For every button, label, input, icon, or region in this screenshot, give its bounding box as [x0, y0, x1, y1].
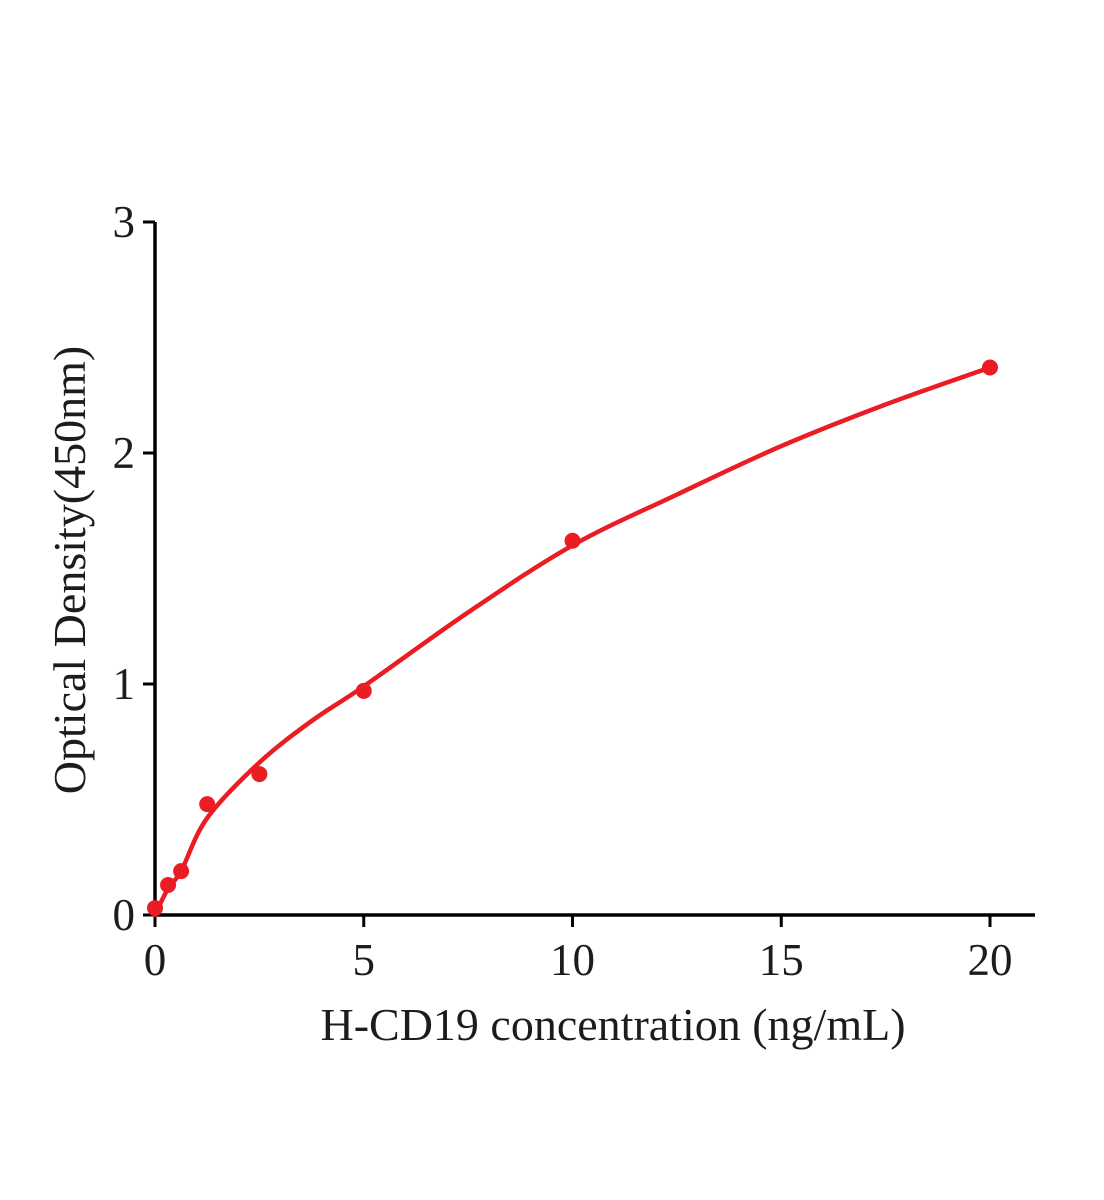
- y-tick-label: 3: [113, 197, 136, 247]
- x-axis-title: H-CD19 concentration (ng/mL): [320, 999, 906, 1050]
- data-point: [173, 863, 190, 880]
- data-point: [564, 532, 581, 549]
- x-tick-label: 15: [759, 935, 804, 985]
- x-tick-label: 5: [353, 935, 376, 985]
- y-tick-label: 0: [113, 890, 136, 940]
- y-tick-label: 2: [113, 428, 136, 478]
- data-point: [251, 766, 268, 783]
- y-axis-title: Optical Density(450nm): [44, 345, 95, 795]
- data-point: [199, 796, 216, 813]
- x-tick-label: 20: [968, 935, 1013, 985]
- data-point: [982, 359, 998, 376]
- data-point: [147, 900, 163, 917]
- fitted-curve: [152, 365, 993, 918]
- data-point: [160, 876, 177, 893]
- y-tick-label: 1: [113, 659, 136, 709]
- x-tick-label: 0: [144, 935, 167, 985]
- data-point: [355, 682, 372, 699]
- x-tick-label: 10: [550, 935, 595, 985]
